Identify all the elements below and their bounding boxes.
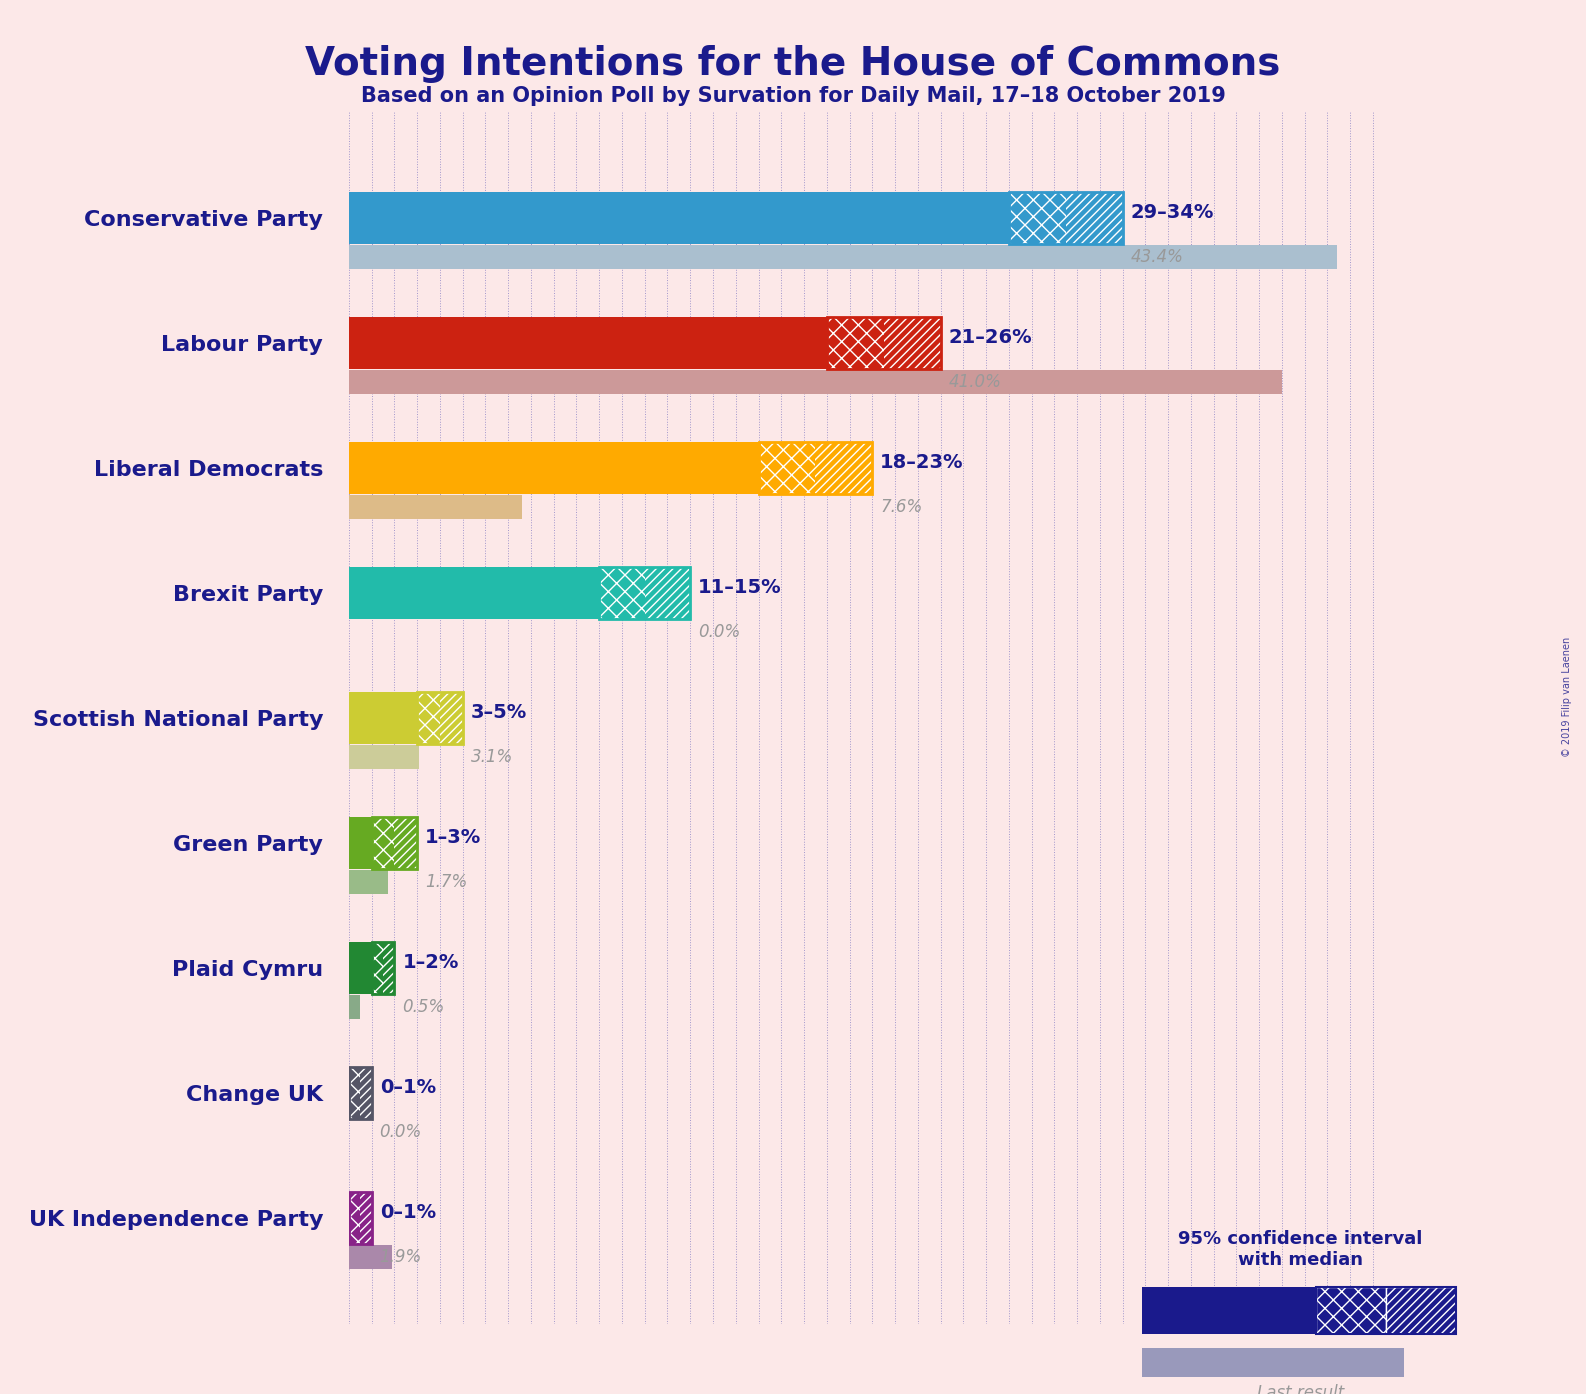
- Text: 21–26%: 21–26%: [948, 328, 1032, 347]
- Text: 1–3%: 1–3%: [425, 828, 482, 848]
- Bar: [349, 371, 1281, 395]
- Bar: [349, 566, 600, 619]
- Bar: [758, 442, 815, 493]
- Text: 3–5%: 3–5%: [471, 703, 527, 722]
- Bar: [439, 691, 463, 744]
- Bar: [815, 442, 872, 493]
- Bar: [349, 245, 1337, 269]
- Bar: [349, 817, 371, 870]
- Bar: [646, 566, 690, 619]
- Text: © 2019 Filip van Laenen: © 2019 Filip van Laenen: [1562, 637, 1572, 757]
- Bar: [349, 1192, 371, 1245]
- Bar: [600, 566, 690, 619]
- Bar: [349, 316, 826, 369]
- Bar: [600, 566, 646, 619]
- Text: 0.0%: 0.0%: [698, 623, 741, 641]
- Bar: [1316, 1287, 1456, 1334]
- Bar: [349, 442, 758, 493]
- Bar: [883, 316, 940, 369]
- Bar: [360, 1192, 371, 1245]
- Bar: [349, 995, 360, 1019]
- Text: 11–15%: 11–15%: [698, 579, 782, 597]
- Bar: [349, 870, 387, 894]
- Text: 43.4%: 43.4%: [1131, 248, 1183, 266]
- Bar: [417, 691, 439, 744]
- Bar: [758, 442, 872, 493]
- Text: 29–34%: 29–34%: [1131, 204, 1213, 222]
- Text: 0.5%: 0.5%: [403, 998, 444, 1016]
- Bar: [371, 942, 395, 994]
- Bar: [1009, 191, 1123, 244]
- Text: 3.1%: 3.1%: [471, 749, 512, 767]
- Text: Based on an Opinion Poll by Survation for Daily Mail, 17–18 October 2019: Based on an Opinion Poll by Survation fo…: [360, 86, 1226, 106]
- Bar: [349, 691, 417, 744]
- Bar: [349, 191, 1009, 244]
- Bar: [1009, 191, 1066, 244]
- Text: Last result: Last result: [1256, 1384, 1345, 1394]
- Bar: [826, 316, 883, 369]
- Bar: [371, 942, 384, 994]
- Bar: [384, 942, 395, 994]
- Bar: [371, 817, 395, 870]
- Text: 7.6%: 7.6%: [880, 498, 923, 516]
- Bar: [349, 1245, 392, 1269]
- Bar: [349, 746, 419, 769]
- Bar: [1386, 1287, 1456, 1334]
- Bar: [1142, 1348, 1404, 1377]
- Text: 0–1%: 0–1%: [379, 1203, 436, 1223]
- Bar: [395, 817, 417, 870]
- Bar: [1316, 1287, 1386, 1334]
- Bar: [349, 942, 371, 994]
- Bar: [1066, 191, 1123, 244]
- Text: 0.0%: 0.0%: [379, 1124, 422, 1142]
- Text: Voting Intentions for the House of Commons: Voting Intentions for the House of Commo…: [306, 45, 1280, 82]
- Bar: [349, 1192, 360, 1245]
- Bar: [349, 1066, 371, 1119]
- Bar: [826, 316, 940, 369]
- Bar: [360, 1066, 371, 1119]
- Text: 95% confidence interval
with median: 95% confidence interval with median: [1178, 1230, 1423, 1269]
- Bar: [349, 1066, 360, 1119]
- Text: 18–23%: 18–23%: [880, 453, 964, 473]
- Bar: [417, 691, 463, 744]
- Text: 0–1%: 0–1%: [379, 1078, 436, 1097]
- Text: 1.9%: 1.9%: [379, 1248, 422, 1266]
- Bar: [371, 817, 417, 870]
- Text: 1.7%: 1.7%: [425, 873, 468, 891]
- Bar: [349, 495, 522, 519]
- Text: 41.0%: 41.0%: [948, 374, 1001, 392]
- Text: 1–2%: 1–2%: [403, 953, 458, 972]
- Bar: [1142, 1287, 1316, 1334]
